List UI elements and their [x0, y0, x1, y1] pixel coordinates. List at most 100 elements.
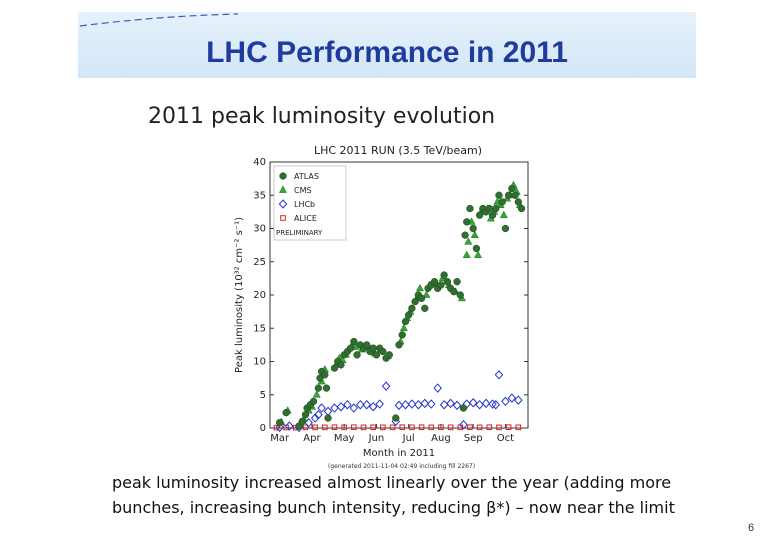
atlas-point: [369, 344, 377, 352]
atlas-point: [469, 224, 477, 233]
lhcb-point: [407, 399, 417, 409]
cms-point: [462, 250, 471, 258]
cms-point: [415, 283, 424, 292]
y-tick-label: 25: [253, 257, 266, 268]
x-tick-label: May: [334, 433, 355, 444]
alice-point: [399, 424, 406, 431]
atlas-point: [508, 184, 516, 193]
alice-point: [409, 424, 415, 431]
atlas-point: [459, 404, 468, 412]
atlas-point: [298, 417, 306, 426]
x-tick-label: Oct: [497, 433, 514, 444]
alice-point: [428, 424, 435, 431]
legend-marker-alice: [280, 215, 286, 221]
lhcb-point: [494, 370, 504, 380]
lhcb-point: [514, 395, 523, 405]
alice-point: [273, 424, 280, 431]
atlas-point: [401, 317, 410, 326]
atlas-point: [472, 244, 481, 253]
x-tick-label: Jun: [368, 433, 385, 444]
cms-point: [464, 237, 473, 245]
atlas-point: [511, 191, 519, 199]
x-tick-label: Jul: [402, 433, 415, 444]
cms-point: [422, 290, 431, 298]
lhcb-point: [285, 421, 294, 431]
lhcb-point: [314, 409, 323, 420]
alice-point: [438, 424, 444, 431]
alice-point: [496, 424, 502, 431]
atlas-point: [461, 231, 469, 239]
atlas-point: [450, 288, 458, 296]
alice-point: [476, 424, 483, 431]
lhcb-point: [381, 381, 391, 391]
alice-point: [389, 424, 396, 431]
page-number: 6: [748, 522, 755, 534]
atlas-point: [430, 278, 439, 286]
dashed-arc-decoration: [79, 13, 239, 27]
lhcb-point: [356, 399, 365, 410]
atlas-point: [453, 278, 461, 286]
alice-point: [312, 424, 318, 431]
atlas-point: [353, 351, 361, 359]
legend-marker-cms: [278, 185, 288, 193]
y-tick-label: 10: [253, 357, 266, 368]
lhcb-point: [310, 413, 320, 423]
alice-point: [322, 424, 328, 431]
legend: ATLAS CMS LHCb ALICE: [273, 165, 347, 241]
atlas-point: [392, 414, 400, 422]
atlas-point: [443, 278, 452, 286]
title-band: LHC Performance in 2011: [78, 12, 696, 78]
alice-point: [486, 424, 493, 431]
page-title: LHC Performance in 2011: [206, 36, 568, 69]
alice-point: [341, 424, 347, 431]
lhcb-point: [349, 403, 359, 413]
y-tick-label: 20: [253, 290, 266, 301]
alice-point: [351, 424, 357, 431]
atlas-point: [337, 361, 345, 369]
atlas-point: [411, 298, 419, 306]
legend-label: ATLAS: [294, 172, 319, 181]
atlas-point: [498, 198, 506, 206]
lhcb-point: [343, 399, 352, 410]
atlas-point: [505, 191, 513, 199]
atlas-point: [417, 294, 426, 302]
atlas-point: [395, 341, 403, 349]
cms-point: [399, 323, 408, 332]
alice-point: [447, 424, 454, 431]
atlas-point: [372, 351, 381, 359]
cms-point: [473, 250, 483, 258]
lhcb-point: [420, 398, 430, 409]
alice-point: [360, 424, 367, 431]
lhcb-point: [336, 401, 346, 412]
atlas-point: [421, 304, 429, 312]
atlas-point: [475, 211, 484, 219]
atlas-point: [330, 364, 339, 372]
x-tick-label: Apr: [303, 433, 321, 444]
alice-point: [467, 424, 473, 431]
lhcb-point: [459, 419, 468, 430]
chart-subtitle: 2011 peak luminosity evolution: [148, 104, 496, 129]
atlas-point: [492, 204, 500, 213]
y-tick-label: 40: [253, 157, 266, 168]
atlas-point: [466, 204, 474, 213]
atlas-point: [485, 204, 493, 213]
atlas-point: [514, 198, 522, 206]
legend-label: LHCb: [294, 200, 315, 209]
legend-marker-atlas: [279, 172, 287, 180]
y-tick-label: 0: [260, 423, 266, 434]
atlas-point: [398, 331, 406, 339]
cms-point: [470, 230, 479, 238]
atlas-point: [346, 344, 355, 352]
atlas-point: [408, 304, 416, 312]
atlas-point: [440, 271, 448, 279]
cms-point: [499, 210, 508, 219]
lhcb-point: [401, 399, 410, 410]
lhcb-point: [394, 400, 404, 411]
alice-point: [418, 424, 425, 431]
lhcb-point: [501, 396, 510, 407]
atlas-point: [405, 311, 413, 319]
legend-label: ALICE: [294, 214, 317, 223]
lhcb-point: [446, 398, 455, 409]
lhcb-point: [426, 399, 436, 409]
atlas-point: [463, 218, 471, 226]
